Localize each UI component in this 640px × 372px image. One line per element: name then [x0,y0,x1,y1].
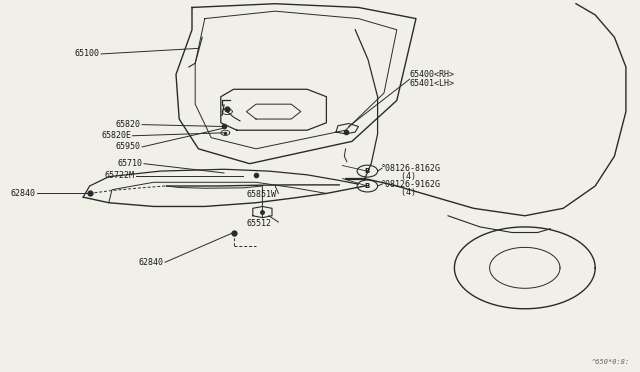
Text: 65100: 65100 [74,49,99,58]
Text: 65401<LH>: 65401<LH> [410,79,454,88]
Text: 65950: 65950 [116,142,141,151]
Text: 65400<RH>: 65400<RH> [410,70,454,79]
Text: 65512: 65512 [246,219,271,228]
Text: ^650*0:8:: ^650*0:8: [592,359,630,365]
Text: 65722M: 65722M [104,171,134,180]
Text: °08126-9162G: °08126-9162G [381,180,441,189]
Text: 62840: 62840 [10,189,35,198]
Text: 65820: 65820 [116,120,141,129]
Text: (4): (4) [381,172,416,181]
Text: B: B [365,183,370,189]
Text: (4): (4) [381,188,416,197]
Text: 65710: 65710 [117,159,142,168]
Text: 65820E: 65820E [101,131,131,140]
Text: 65851W: 65851W [246,190,276,199]
Text: B: B [365,168,370,174]
Text: 62840: 62840 [138,258,163,267]
Text: °08126-8162G: °08126-8162G [381,164,441,173]
